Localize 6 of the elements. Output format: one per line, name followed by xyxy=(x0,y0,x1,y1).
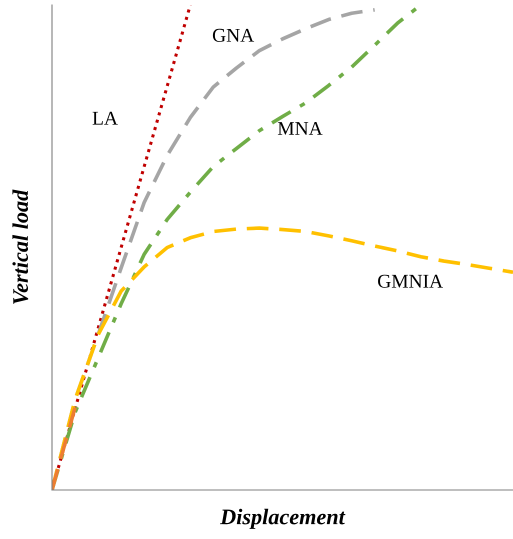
x-axis-title: Displacement xyxy=(220,508,346,529)
y-axis-title: Vertical load xyxy=(12,190,28,304)
series-label: GMNIA xyxy=(378,274,443,288)
series-label: LA xyxy=(92,112,118,125)
series-label: GNA xyxy=(212,28,254,42)
series-label: MNA xyxy=(278,122,323,135)
